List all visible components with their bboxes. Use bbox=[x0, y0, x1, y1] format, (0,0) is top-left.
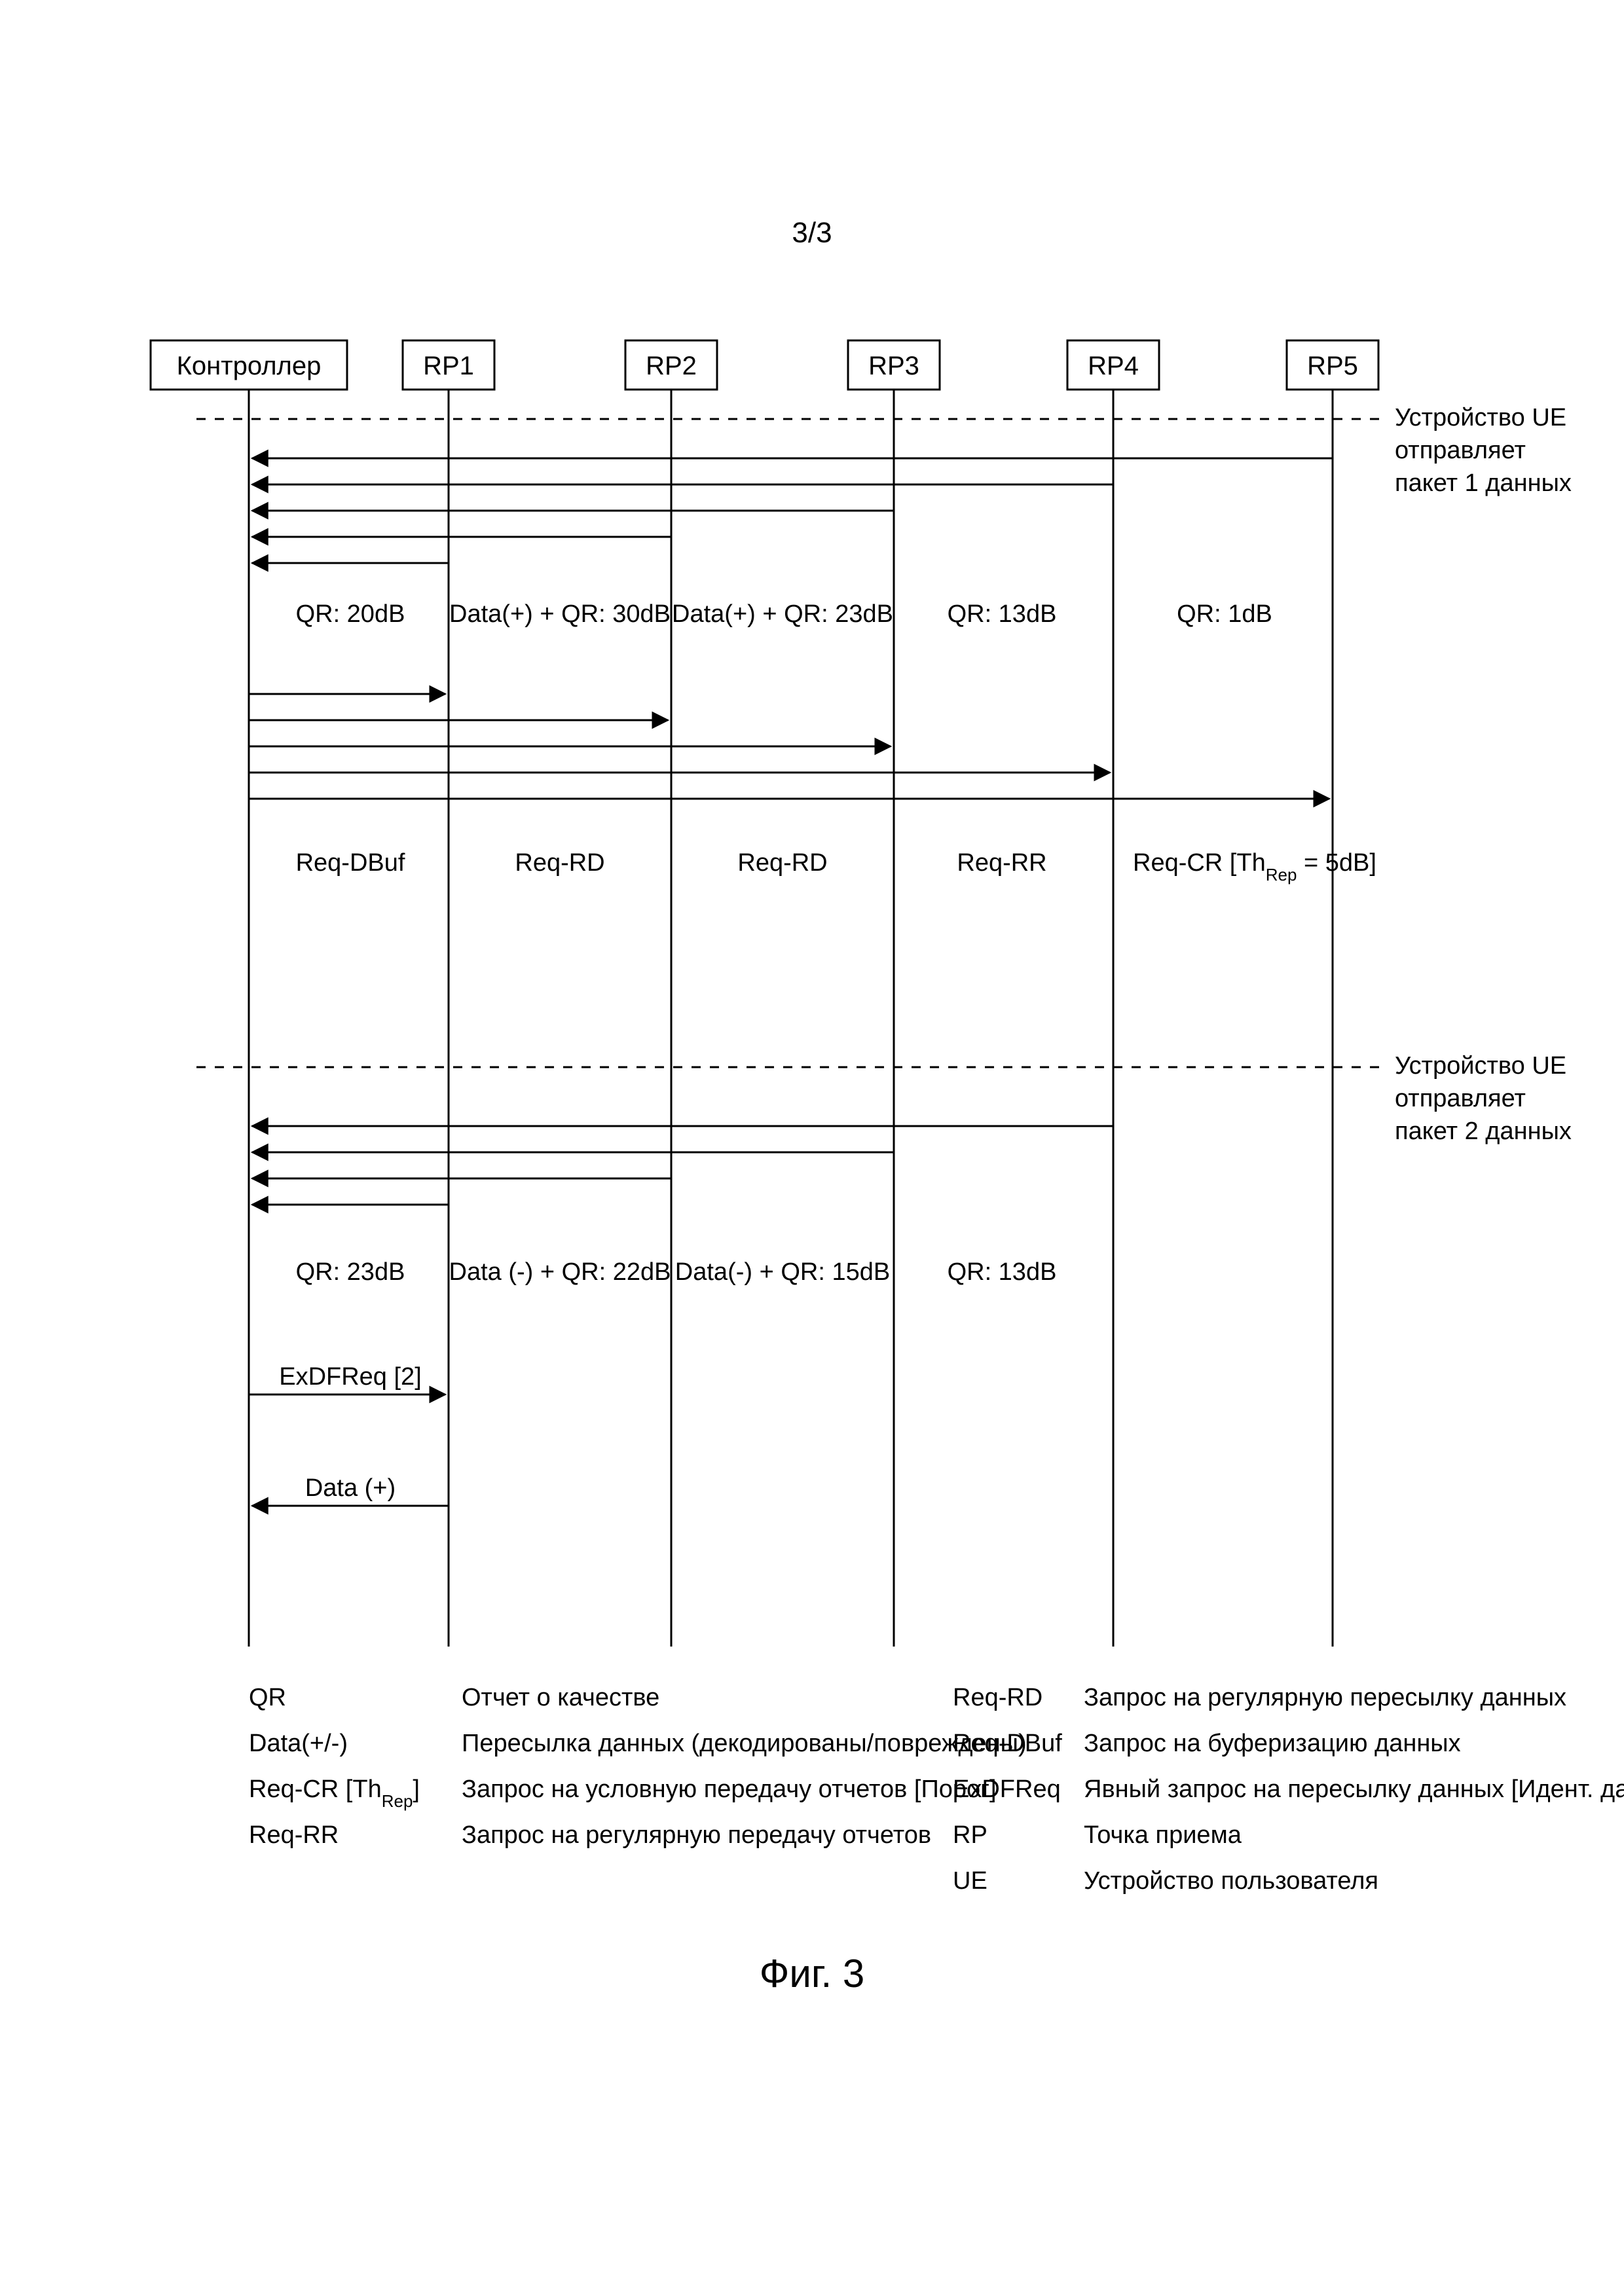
legend-rp-v: Точка приема bbox=[1084, 1821, 1242, 1849]
figure-label: Фиг. 3 bbox=[760, 1952, 864, 1995]
legend-exdfreq-v: Явный запрос на пересылку данных [Идент.… bbox=[1084, 1776, 1624, 1803]
msg-qr-20db: QR: 20dB bbox=[296, 600, 405, 628]
legend-reqcr-k: Req-CR [ThRep] bbox=[249, 1776, 420, 1811]
label: RP2 bbox=[646, 352, 697, 380]
msg-qr-13db-1: QR: 13dB bbox=[948, 600, 1057, 628]
legend-exdfreq-k: ExDFReq bbox=[953, 1776, 1061, 1803]
legend-data-k: Data(+/-) bbox=[249, 1730, 348, 1757]
event-2-label-a: Устройство UE bbox=[1395, 1052, 1566, 1080]
legend-reqcr-v: Запрос на условную передачу отчетов [Пор… bbox=[462, 1776, 997, 1803]
node-rp4: RP4 bbox=[1067, 340, 1159, 390]
msg-qr-23db: QR: 23dB bbox=[296, 1258, 405, 1286]
event-2-label-c: пакет 2 данных bbox=[1395, 1118, 1572, 1145]
event-2-label-b: отправляет bbox=[1395, 1085, 1526, 1112]
label: RP3 bbox=[868, 352, 919, 380]
event-1-label-b: отправляет bbox=[1395, 437, 1526, 464]
node-controller: Контроллер bbox=[151, 340, 347, 390]
msg-exdfreq: ExDFReq [2] bbox=[279, 1363, 422, 1391]
msg-req-rd-1: Req-RD bbox=[515, 849, 604, 877]
legend-reqdbuf-v: Запрос на буферизацию данных bbox=[1084, 1730, 1461, 1757]
label: Контроллер bbox=[177, 352, 322, 380]
msg-req-cr: Req-CR [ThRep = 5dB] bbox=[1133, 849, 1376, 884]
msg-req-rd-2: Req-RD bbox=[737, 849, 827, 877]
label: RP4 bbox=[1088, 352, 1139, 380]
legend-reqrd-k: Req-RD bbox=[953, 1684, 1043, 1711]
msg-req-dbuf: Req-DBuf bbox=[296, 849, 405, 877]
legend: QR Отчет о качестве Data(+/-) Пересылка … bbox=[249, 1684, 1624, 1895]
msg-req-rr-1: Req-RR bbox=[957, 849, 1046, 877]
legend-qr-k: QR bbox=[249, 1684, 286, 1711]
msg-data-m-15db: Data(-) + QR: 15dB bbox=[675, 1258, 890, 1286]
legend-data-v: Пересылка данных (декодированы/поврежден… bbox=[462, 1730, 1027, 1757]
label: RP5 bbox=[1307, 352, 1358, 380]
msg-qr-1db: QR: 1dB bbox=[1177, 600, 1272, 628]
page: 3/3 Контроллер RP1 RP2 RP3 RP4 RP5 Устро… bbox=[0, 0, 1624, 2296]
msg-data-23db: Data(+) + QR: 23dB bbox=[672, 600, 893, 628]
event-1-label-a: Устройство UE bbox=[1395, 404, 1566, 431]
msg-qr-13db-2: QR: 13dB bbox=[948, 1258, 1057, 1286]
legend-reqrr-v: Запрос на регулярную передачу отчетов bbox=[462, 1821, 931, 1849]
node-rp3: RP3 bbox=[848, 340, 940, 390]
legend-reqrr-k: Req-RR bbox=[249, 1821, 339, 1849]
legend-reqrd-v: Запрос на регулярную пересылку данных bbox=[1084, 1684, 1566, 1711]
diagram-svg: 3/3 Контроллер RP1 RP2 RP3 RP4 RP5 Устро… bbox=[0, 0, 1624, 2296]
msg-data-p: Data (+) bbox=[305, 1474, 396, 1502]
node-rp2: RP2 bbox=[625, 340, 717, 390]
lifelines bbox=[249, 390, 1333, 1647]
node-rp1: RP1 bbox=[403, 340, 494, 390]
node-rp5: RP5 bbox=[1287, 340, 1378, 390]
legend-qr-v: Отчет о качестве bbox=[462, 1684, 659, 1711]
legend-rp-k: RP bbox=[953, 1821, 987, 1849]
msg-data-m-22db: Data (-) + QR: 22dB bbox=[449, 1258, 671, 1286]
event-1-label-c: пакет 1 данных bbox=[1395, 469, 1572, 497]
legend-ue-k: UE bbox=[953, 1867, 987, 1895]
legend-ue-v: Устройство пользователя bbox=[1084, 1867, 1378, 1895]
label: RP1 bbox=[423, 352, 474, 380]
msg-data-30db: Data(+) + QR: 30dB bbox=[449, 600, 671, 628]
page-number: 3/3 bbox=[792, 217, 832, 249]
legend-reqdbuf-k: Req-DBuf bbox=[953, 1730, 1062, 1757]
